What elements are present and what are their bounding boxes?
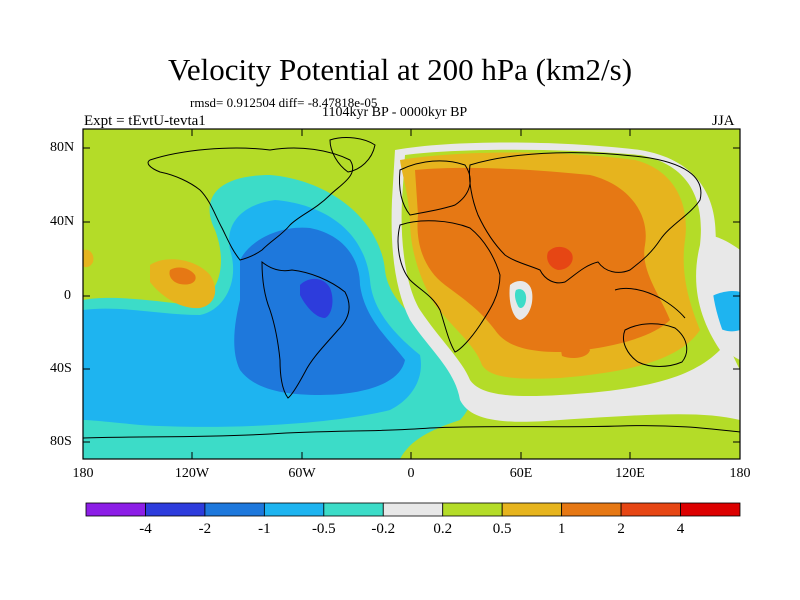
lon-label-180e: 180 <box>729 466 751 481</box>
lat-label-0: 0 <box>64 288 71 303</box>
colorbar-swatch <box>382 502 444 517</box>
coast-australia <box>623 323 688 367</box>
colorbar-swatch <box>145 502 206 517</box>
coast-antarctica <box>83 425 740 439</box>
period-label: 1104kyr BP - 0000kyr BP <box>322 105 468 120</box>
colorbar <box>85 502 741 517</box>
colorbar-label: 0.2 <box>433 521 453 537</box>
colorbar-swatch <box>442 502 503 517</box>
lat-label-40n: 40N <box>50 214 75 229</box>
colorbar-label: 4 <box>676 521 685 537</box>
map-title: Velocity Potential at 200 hPa (km2/s) <box>167 52 633 87</box>
colorbar-label: 2 <box>617 521 625 537</box>
stats-line: rmsd= 0.912504 diff= -8.47818e-05 <box>190 95 378 110</box>
colorbar-swatch <box>680 502 741 517</box>
coast-greenland <box>329 137 376 173</box>
field-darkblue <box>300 278 333 318</box>
coast-asia <box>469 152 702 284</box>
lat-label-80s: 80S <box>50 434 72 449</box>
lon-label-60e: 60E <box>509 466 533 481</box>
colorbar-swatch <box>323 502 384 517</box>
coast-africa <box>397 220 501 353</box>
lon-ticks <box>82 129 741 459</box>
coast-north-america <box>147 147 353 261</box>
lon-label-120e: 120E <box>615 466 645 481</box>
coast-europe <box>399 160 471 216</box>
contour-field <box>83 129 740 459</box>
coast-indonesia <box>614 287 686 319</box>
lon-label-180w: 180 <box>72 466 94 481</box>
lat-label-40s: 40S <box>50 361 72 376</box>
colorbar-label: -2 <box>198 521 212 537</box>
colorbar-swatch <box>263 502 325 517</box>
colorbar-label: -0.5 <box>311 521 336 537</box>
colorbar-swatch <box>501 502 563 517</box>
field-yellow-edge <box>83 249 94 268</box>
colorbar-swatch <box>85 502 146 517</box>
colorbar-swatch <box>561 502 622 517</box>
colorbar-label: -0.2 <box>371 521 396 537</box>
field-teal-io <box>514 289 527 308</box>
field-red <box>547 246 573 270</box>
season-label: JJA <box>712 113 735 129</box>
colorbar-label: 1 <box>557 521 566 537</box>
field-orange <box>415 167 670 352</box>
colorbar-label: 0.5 <box>492 521 512 537</box>
colorbar-label: -4 <box>139 521 152 537</box>
lat-ticks <box>83 147 740 443</box>
field-orange-pacific <box>169 267 196 285</box>
lon-label-60w: 60W <box>288 466 316 481</box>
colorbar-label: -1 <box>258 521 271 537</box>
colorbar-swatch <box>204 502 265 517</box>
lat-label-80n: 80N <box>50 140 75 155</box>
coastlines <box>83 137 740 439</box>
field-orange-south <box>560 342 590 358</box>
lon-label-0: 0 <box>407 466 415 481</box>
lon-label-120w: 120W <box>174 466 210 481</box>
experiment-label: Expt = tEvtU-tevta1 <box>84 113 206 129</box>
colorbar-swatch <box>620 502 681 517</box>
coast-south-america <box>261 260 350 399</box>
